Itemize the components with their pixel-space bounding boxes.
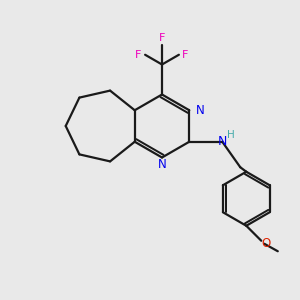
Text: H: H xyxy=(227,130,235,140)
Text: F: F xyxy=(135,50,142,60)
Text: F: F xyxy=(182,50,189,60)
Text: F: F xyxy=(159,33,165,43)
Text: O: O xyxy=(261,237,270,250)
Text: N: N xyxy=(218,135,227,148)
Text: N: N xyxy=(158,158,166,171)
Text: N: N xyxy=(196,104,205,117)
